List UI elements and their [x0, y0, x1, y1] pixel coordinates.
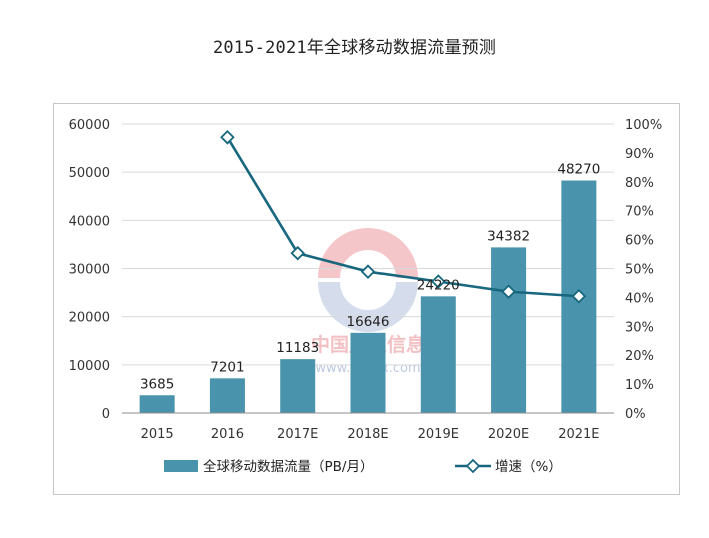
growth-line-marker: [571, 288, 587, 304]
watermark-logo-arc-top: [318, 228, 418, 278]
legend-swatch-bar: [164, 460, 198, 472]
bar-data-label: 3685: [140, 376, 174, 392]
y-right-tick-label: 70%: [625, 205, 654, 220]
growth-line-marker: [360, 264, 376, 279]
bar-data-label: 16646: [347, 314, 390, 330]
bar-data-label: 34382: [487, 228, 530, 244]
y-left-tick-label: 50000: [69, 166, 110, 181]
bar-data-label: 7201: [210, 359, 244, 375]
x-tick-label: 2019E: [418, 427, 459, 442]
y-right-tick-label: 30%: [625, 320, 654, 335]
legend: 全球移动数据流量（PB/月） 增速（%）: [164, 458, 562, 475]
x-tick-label: 2017E: [277, 427, 318, 442]
y-right-tick-label: 20%: [625, 349, 654, 364]
y-left-tick-label: 10000: [69, 359, 110, 374]
axes: 0 10000 20000 30000 40000 50000 60000 0% 10% 20% 3…: [69, 118, 663, 442]
bar: [350, 332, 386, 413]
y-right-tick-label: 100%: [625, 118, 662, 133]
y-left-tick-label: 40000: [69, 214, 110, 229]
bar-data-label: 48270: [557, 161, 600, 177]
bar-data-label: 24220: [417, 277, 460, 293]
x-tick-label: 2018E: [347, 427, 388, 442]
y-right-tick-label: 80%: [625, 176, 654, 191]
y-left-tick-label: 0: [102, 407, 110, 422]
data-labels: 3685 7201 11183 16646 24220 34382 48270: [140, 161, 600, 392]
bar: [209, 378, 245, 413]
watermark-logo-arc-bottom: [318, 282, 418, 332]
legend-swatch-marker: [465, 458, 481, 474]
x-tick-label: 2020E: [488, 427, 529, 442]
growth-line-marker: [501, 284, 516, 299]
bar: [280, 359, 316, 413]
growth-line-marker: [220, 130, 235, 145]
growth-line-marker: [431, 274, 446, 289]
bar: [139, 395, 175, 413]
legend-label-line: 增速（%）: [495, 459, 562, 475]
growth-line-marker: [290, 245, 305, 261]
chart-title: 2015-2021年全球移动数据流量预测: [212, 38, 497, 58]
x-tick-label: 2015: [141, 427, 174, 442]
bar-data-label: 11183: [276, 340, 319, 356]
y-left-tick-label: 60000: [69, 118, 110, 133]
bar: [491, 247, 527, 413]
growth-line: [226, 136, 579, 298]
growth-line-series: [220, 130, 587, 304]
y-left-tick-label: 20000: [69, 311, 110, 326]
y-right-tick-label: 50%: [625, 263, 654, 278]
y-right-tick-label: 40%: [625, 291, 654, 306]
bar-series: [139, 180, 597, 413]
chart-frame: [53, 103, 680, 495]
legend-label-bar: 全球移动数据流量（PB/月）: [203, 458, 373, 475]
y-right-tick-label: 0%: [625, 407, 646, 422]
x-tick-label: 2016: [211, 427, 244, 442]
y-right-tick-label: 10%: [625, 378, 654, 393]
bar: [420, 296, 456, 413]
x-tick-label: 2021E: [558, 427, 599, 442]
y-left-tick-label: 30000: [69, 263, 110, 278]
y-right-tick-label: 60%: [625, 234, 654, 249]
y-right-tick-label: 90%: [625, 147, 654, 162]
